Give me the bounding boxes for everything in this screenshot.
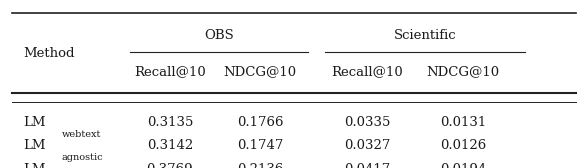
Text: NDCG@10: NDCG@10: [427, 65, 500, 78]
Text: webtext: webtext: [61, 130, 101, 139]
Text: 0.0131: 0.0131: [440, 116, 486, 129]
Text: 0.3769: 0.3769: [146, 163, 193, 168]
Text: Recall@10: Recall@10: [332, 65, 403, 78]
Text: NDCG@10: NDCG@10: [223, 65, 297, 78]
Text: 0.0194: 0.0194: [440, 163, 486, 168]
Text: 0.0417: 0.0417: [344, 163, 390, 168]
Text: 0.1747: 0.1747: [237, 139, 283, 152]
Text: 0.2136: 0.2136: [237, 163, 283, 168]
Text: LM: LM: [23, 163, 45, 168]
Text: 0.0335: 0.0335: [344, 116, 390, 129]
Text: Scientific: Scientific: [394, 29, 456, 42]
Text: 0.3135: 0.3135: [146, 116, 193, 129]
Text: 0.3142: 0.3142: [146, 139, 193, 152]
Text: OBS: OBS: [205, 29, 234, 42]
Text: agnostic: agnostic: [61, 153, 103, 162]
Text: Recall@10: Recall@10: [134, 65, 206, 78]
Text: LM: LM: [23, 116, 45, 129]
Text: Method: Method: [23, 47, 75, 60]
Text: 0.1766: 0.1766: [237, 116, 283, 129]
Text: LM: LM: [23, 139, 45, 152]
Text: 0.0327: 0.0327: [344, 139, 390, 152]
Text: 0.0126: 0.0126: [440, 139, 486, 152]
